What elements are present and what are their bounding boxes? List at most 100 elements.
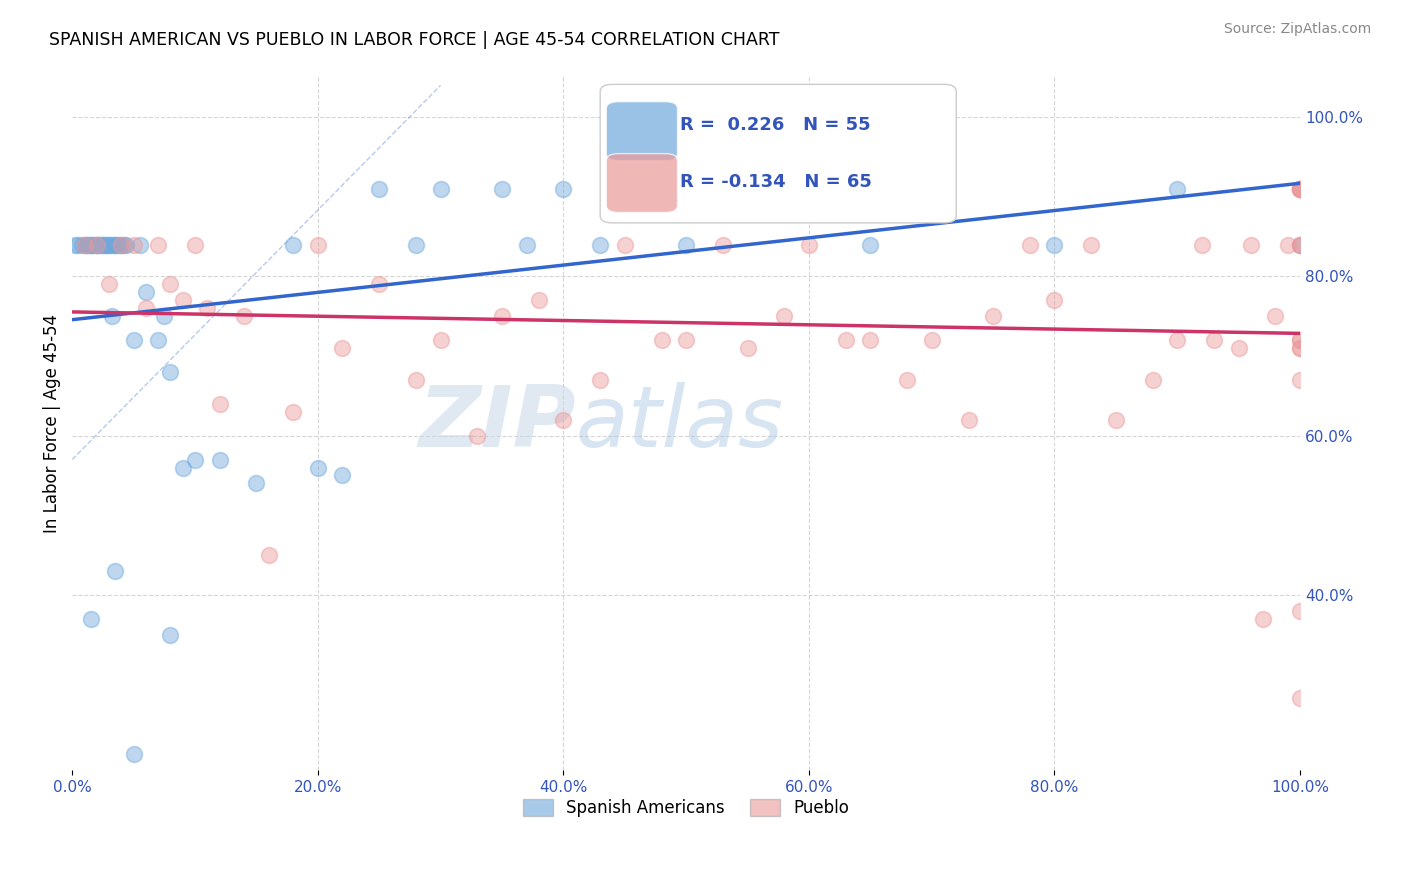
Point xyxy=(1289,341,1312,355)
Point xyxy=(105,237,128,252)
Point xyxy=(1191,237,1213,252)
Point xyxy=(1043,293,1066,308)
Point xyxy=(1289,182,1312,196)
Legend: Spanish Americans, Pueblo: Spanish Americans, Pueblo xyxy=(516,792,856,824)
Point xyxy=(67,237,90,252)
FancyBboxPatch shape xyxy=(606,153,678,212)
Point xyxy=(208,452,231,467)
Point xyxy=(859,333,882,347)
Point xyxy=(1080,237,1102,252)
Point xyxy=(553,182,575,196)
Point xyxy=(1289,237,1312,252)
Point xyxy=(368,277,391,292)
Point xyxy=(1019,237,1042,252)
Text: R = -0.134   N = 65: R = -0.134 N = 65 xyxy=(681,173,872,191)
Point xyxy=(957,413,980,427)
Text: SPANISH AMERICAN VS PUEBLO IN LABOR FORCE | AGE 45-54 CORRELATION CHART: SPANISH AMERICAN VS PUEBLO IN LABOR FORC… xyxy=(49,31,780,49)
Point xyxy=(773,310,796,324)
Point xyxy=(1264,310,1286,324)
Text: R =  0.226   N = 55: R = 0.226 N = 55 xyxy=(681,116,870,134)
Point xyxy=(135,301,157,316)
Point xyxy=(515,237,537,252)
Point xyxy=(153,310,176,324)
Point xyxy=(589,373,612,387)
Point xyxy=(675,333,697,347)
Point xyxy=(1240,237,1263,252)
Point xyxy=(122,333,145,347)
Point xyxy=(159,628,181,642)
Point xyxy=(98,277,121,292)
Point xyxy=(104,564,127,578)
Point xyxy=(76,237,98,252)
Point xyxy=(79,237,101,252)
Point xyxy=(115,237,138,252)
Point xyxy=(1043,237,1066,252)
Point xyxy=(737,341,759,355)
Point xyxy=(981,310,1004,324)
Point xyxy=(330,341,353,355)
Point xyxy=(405,237,427,252)
Point xyxy=(283,405,305,419)
Point xyxy=(172,460,194,475)
Point xyxy=(70,237,93,252)
Point xyxy=(128,237,150,252)
Point xyxy=(80,237,103,252)
Point xyxy=(1289,182,1312,196)
Text: atlas: atlas xyxy=(575,382,783,466)
Point xyxy=(73,237,96,252)
Point xyxy=(651,182,673,196)
Point xyxy=(77,237,100,252)
Point xyxy=(108,237,131,252)
Point xyxy=(208,397,231,411)
Point xyxy=(491,310,513,324)
Point xyxy=(100,310,122,324)
Point xyxy=(1289,182,1312,196)
Point xyxy=(90,237,112,252)
Point xyxy=(1289,237,1312,252)
Point xyxy=(467,428,489,442)
Y-axis label: In Labor Force | Age 45-54: In Labor Force | Age 45-54 xyxy=(44,314,60,533)
Point xyxy=(1289,604,1312,618)
Point xyxy=(368,182,391,196)
Point xyxy=(110,237,132,252)
Point xyxy=(737,182,759,196)
Point xyxy=(307,237,329,252)
Point xyxy=(98,237,121,252)
Point xyxy=(89,237,111,252)
Point xyxy=(1289,182,1312,196)
Point xyxy=(148,333,170,347)
Point xyxy=(148,237,170,252)
Point xyxy=(1166,182,1188,196)
Point xyxy=(307,460,329,475)
Point xyxy=(1289,333,1312,347)
Point xyxy=(1202,333,1225,347)
Point xyxy=(797,237,820,252)
Point xyxy=(613,237,636,252)
Point xyxy=(675,237,697,252)
Point xyxy=(159,365,181,379)
Point xyxy=(98,237,121,252)
Point xyxy=(429,182,451,196)
Point xyxy=(1251,612,1274,626)
Text: Source: ZipAtlas.com: Source: ZipAtlas.com xyxy=(1223,22,1371,37)
Point xyxy=(896,373,918,387)
Point xyxy=(63,237,86,252)
Point xyxy=(122,747,145,761)
Point xyxy=(589,237,612,252)
Point xyxy=(184,237,207,252)
Point xyxy=(711,237,734,252)
Point xyxy=(835,333,858,347)
Point xyxy=(1277,237,1299,252)
Point xyxy=(104,237,127,252)
Point xyxy=(195,301,218,316)
Point xyxy=(1289,333,1312,347)
Point xyxy=(527,293,550,308)
Point xyxy=(96,237,118,252)
Point xyxy=(921,182,943,196)
FancyBboxPatch shape xyxy=(606,102,678,161)
Point xyxy=(1289,341,1312,355)
Point xyxy=(73,237,96,252)
Point xyxy=(86,237,108,252)
Point xyxy=(553,413,575,427)
Point xyxy=(110,237,132,252)
